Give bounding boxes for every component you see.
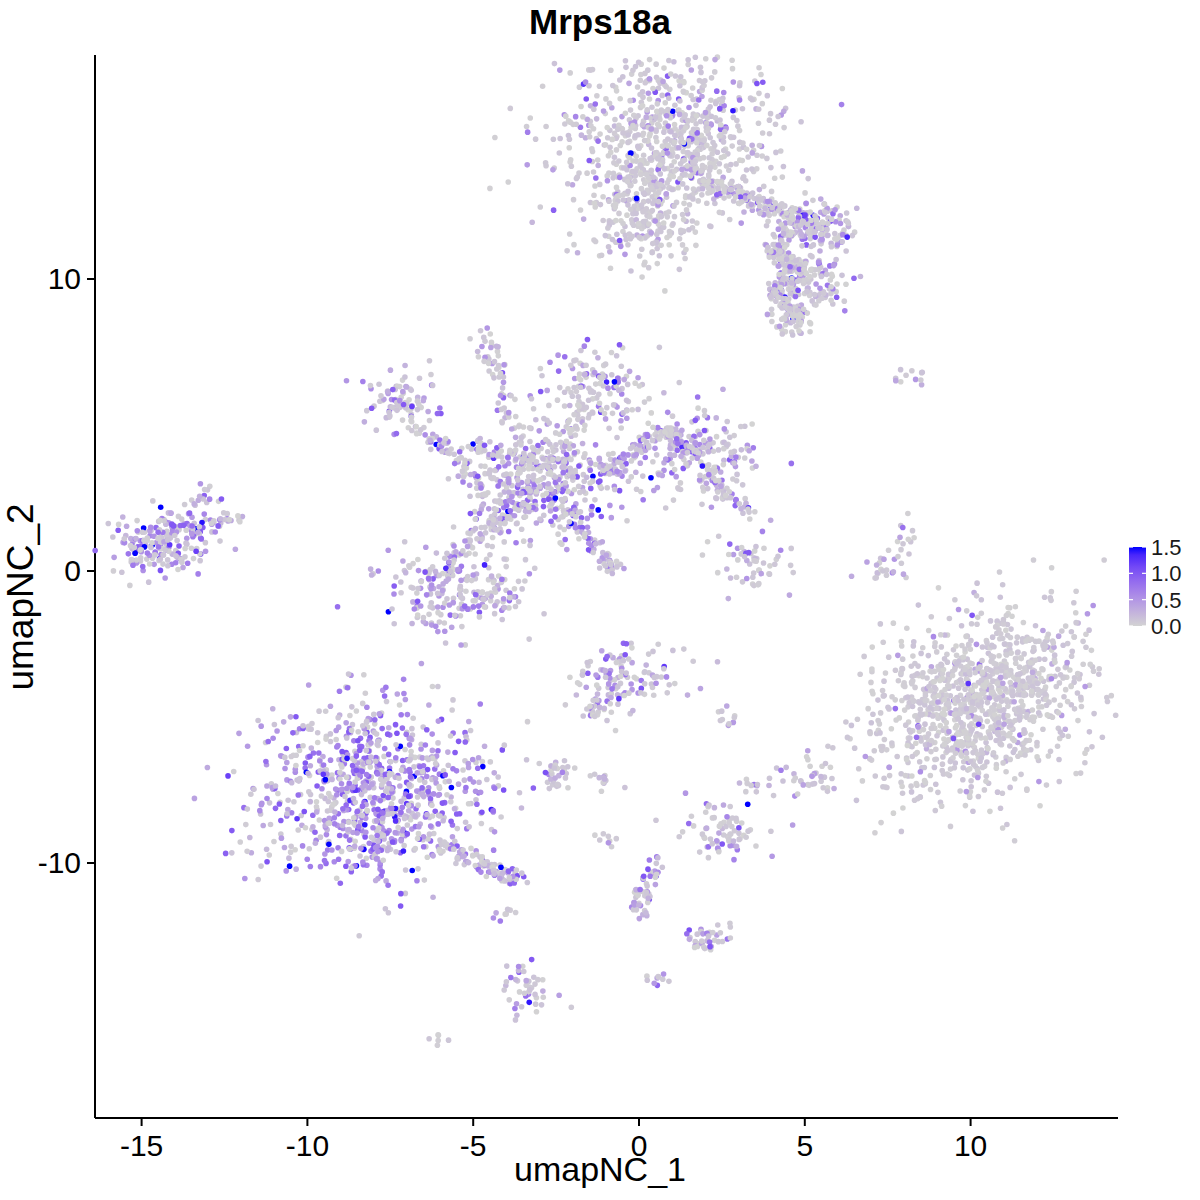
svg-text:1.0: 1.0 xyxy=(1151,561,1182,586)
svg-text:0: 0 xyxy=(64,554,81,587)
svg-text:-15: -15 xyxy=(120,1129,163,1162)
svg-text:1.5: 1.5 xyxy=(1151,535,1182,560)
svg-text:0.0: 0.0 xyxy=(1151,614,1182,639)
svg-text:0: 0 xyxy=(631,1129,648,1162)
svg-text:10: 10 xyxy=(954,1129,987,1162)
svg-text:0.5: 0.5 xyxy=(1151,588,1182,613)
svg-text:5: 5 xyxy=(796,1129,813,1162)
svg-text:-10: -10 xyxy=(38,846,81,879)
svg-text:10: 10 xyxy=(48,262,81,295)
svg-text:-10: -10 xyxy=(286,1129,329,1162)
svg-text:-5: -5 xyxy=(460,1129,487,1162)
